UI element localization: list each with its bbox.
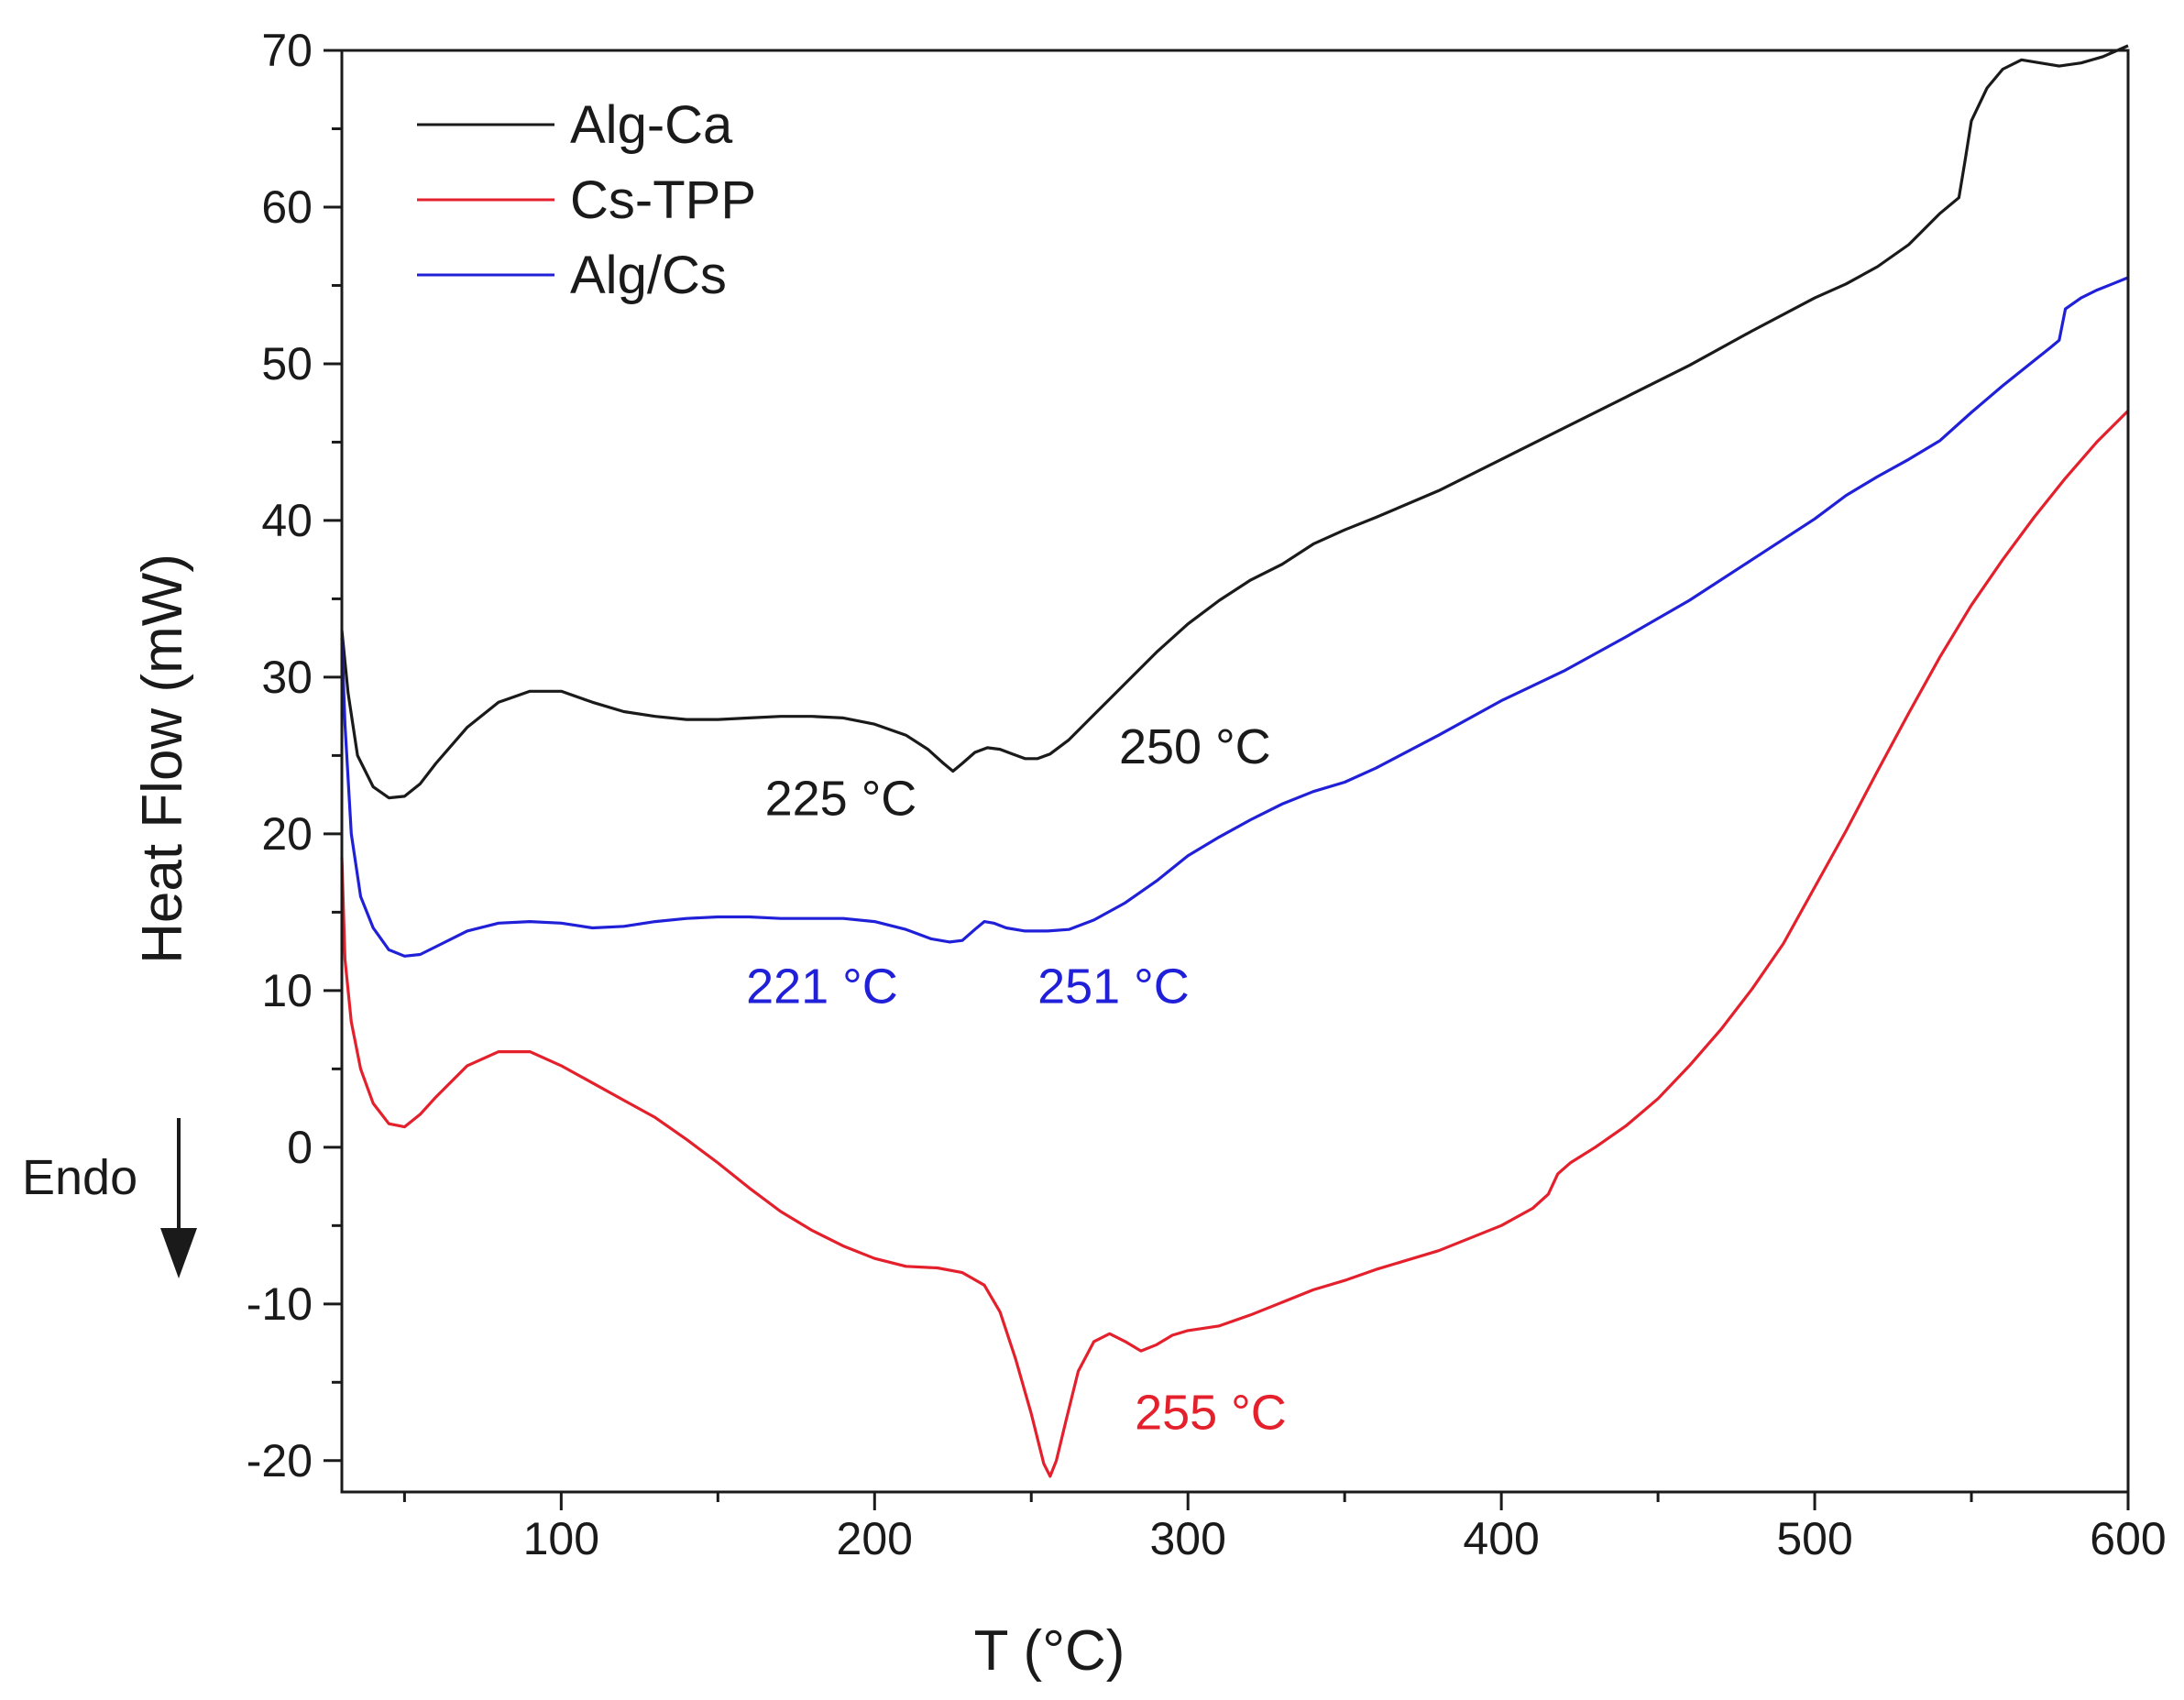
endo-marker: Endo — [22, 1118, 197, 1278]
y-tick-labels: -20 -10 0 10 20 30 40 50 60 70 — [247, 25, 313, 1486]
y-tick-label: 60 — [261, 181, 313, 233]
series-line-cs-tpp — [340, 410, 2130, 1478]
y-tick-label: 40 — [261, 495, 313, 546]
x-tick-labels: 100 200 300 400 500 600 — [523, 1513, 2167, 1564]
endo-arrow-down-icon — [160, 1228, 197, 1278]
x-tick-label: 300 — [1149, 1513, 1225, 1564]
annotations-layer: 225 °C 250 °C 221 °C 251 °C 255 °C — [746, 719, 1287, 1441]
x-tick-label: 600 — [2090, 1513, 2166, 1564]
x-tick-label: 200 — [837, 1513, 913, 1564]
y-tick-label: 50 — [261, 338, 313, 389]
y-tick-label: -20 — [247, 1435, 313, 1486]
legend-label-cs-tpp: Cs-TPP — [570, 170, 756, 230]
y-tick-label: 70 — [261, 25, 313, 76]
peak-annotation: 250 °C — [1119, 719, 1271, 774]
series-layer — [340, 44, 2130, 1478]
y-tick-label: 30 — [261, 652, 313, 703]
ticks-layer — [324, 49, 2130, 1510]
x-tick-label: 400 — [1463, 1513, 1539, 1564]
x-axis-title: T (°C) — [974, 1619, 1125, 1683]
legend-label-alg-cs: Alg/Cs — [570, 246, 727, 305]
y-tick-label: 20 — [261, 808, 313, 860]
peak-annotation: 251 °C — [1037, 960, 1190, 1015]
series-line-alg-ca — [340, 44, 2129, 800]
series-line-alg-cs — [340, 276, 2129, 958]
x-tick-label: 500 — [1776, 1513, 1852, 1564]
y-tick-label: -10 — [247, 1278, 313, 1330]
peak-annotation: 255 °C — [1135, 1386, 1287, 1441]
peak-annotation: 225 °C — [765, 771, 917, 826]
peak-annotation: 221 °C — [746, 960, 898, 1015]
y-tick-label: 10 — [261, 965, 313, 1016]
legend: Alg-Ca Cs-TPP Alg/Cs — [417, 95, 756, 305]
legend-label-alg-ca: Alg-Ca — [570, 95, 733, 155]
endo-label: Endo — [22, 1150, 137, 1205]
x-tick-label: 100 — [523, 1513, 599, 1564]
plot-frame — [340, 49, 2130, 1494]
y-axis-title: Heat Flow (mW) — [131, 554, 194, 964]
y-tick-label: 0 — [287, 1122, 313, 1173]
